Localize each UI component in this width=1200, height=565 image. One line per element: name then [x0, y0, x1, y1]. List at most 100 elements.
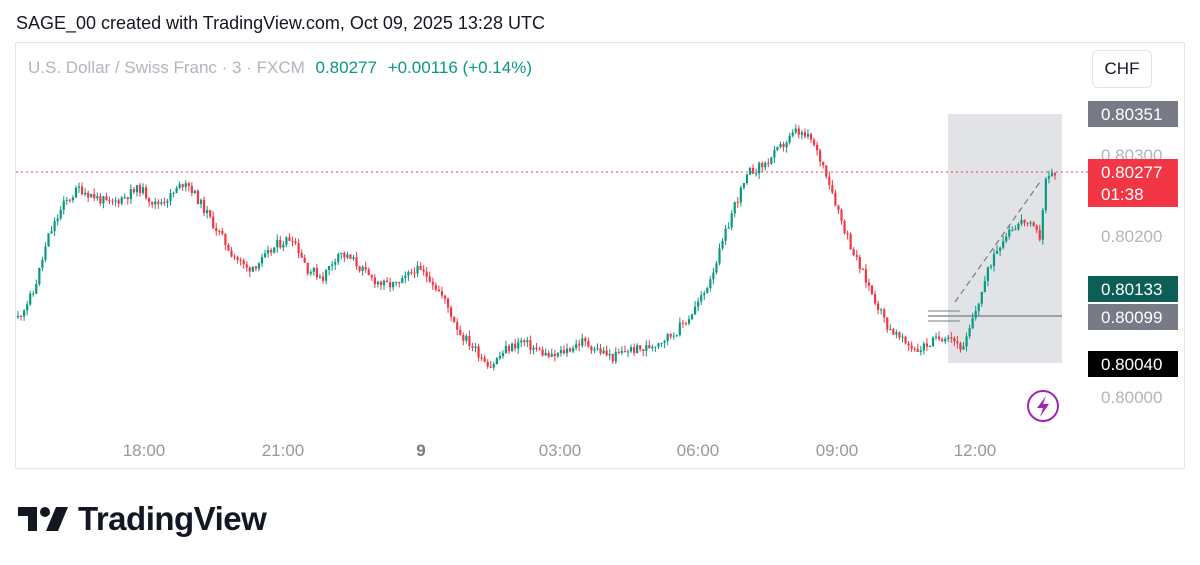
candle-body — [221, 231, 224, 234]
range-box[interactable] — [948, 114, 1062, 363]
candle-body — [373, 277, 376, 285]
chart-panel[interactable] — [15, 42, 1185, 469]
candle-body — [974, 311, 977, 318]
candle-body — [971, 317, 974, 329]
candle-body — [410, 271, 413, 273]
candle-body — [93, 193, 96, 199]
price-change: +0.00116 (+0.14%) — [387, 58, 532, 77]
candle-body — [584, 338, 587, 342]
candle-body — [324, 270, 328, 281]
candle-body — [922, 343, 925, 351]
candle-body — [352, 257, 355, 259]
candle-body — [626, 351, 630, 353]
candle-body — [471, 346, 474, 348]
green-price-label-bg — [1088, 276, 1178, 302]
candle-body — [886, 317, 889, 330]
candle-body — [96, 196, 99, 199]
candle-body — [1017, 223, 1020, 230]
candle-body — [758, 162, 761, 174]
candle-body — [849, 234, 852, 250]
candle-body — [492, 363, 495, 368]
candle-body — [532, 347, 535, 350]
candle-body — [32, 293, 35, 295]
candle-body — [358, 266, 361, 271]
candle-body — [474, 346, 477, 348]
candle-body — [596, 348, 599, 350]
candle-body — [934, 336, 938, 338]
candle-body — [65, 199, 68, 201]
candle-body — [276, 239, 279, 248]
candle-body — [422, 269, 425, 272]
candle-body — [755, 173, 758, 175]
candle-body — [565, 348, 569, 354]
candle-body — [861, 269, 864, 271]
candle-body — [837, 205, 840, 210]
candle-body — [962, 346, 965, 350]
candle-body — [297, 243, 300, 254]
candle-body — [416, 265, 419, 274]
candle-body — [504, 345, 508, 354]
candle-body — [312, 268, 315, 272]
candle-body — [819, 150, 822, 162]
candle-body — [382, 280, 386, 286]
candle-body — [809, 133, 813, 140]
candle-body — [132, 189, 135, 193]
candle-body — [928, 345, 932, 347]
candle-body — [660, 342, 663, 344]
candle-body — [785, 142, 788, 148]
chart-caption: SAGE_00 created with TradingView.com, Oc… — [16, 13, 545, 33]
candle-body — [1041, 210, 1044, 240]
candle-body — [672, 335, 675, 337]
candle-body — [425, 271, 428, 277]
candle-body — [151, 201, 154, 205]
y-tick-2: 0.80200 — [1101, 227, 1162, 246]
candle-body — [486, 361, 489, 367]
candle-body — [877, 303, 880, 310]
candle-body — [611, 353, 614, 362]
candle-body — [477, 346, 480, 358]
candle-body — [56, 218, 59, 222]
candle-body — [291, 240, 294, 242]
candle-body — [257, 263, 261, 269]
candle-body — [181, 184, 184, 188]
candle-body — [767, 162, 770, 164]
candle-body — [199, 199, 203, 204]
candle-body — [1026, 222, 1029, 224]
candle-body — [273, 247, 276, 253]
candle-body — [361, 266, 364, 271]
candle-body — [983, 281, 986, 292]
candle-body — [941, 339, 944, 342]
candle-body — [761, 162, 764, 168]
candle-body — [160, 202, 163, 204]
candle-body — [157, 201, 160, 204]
candle-body — [459, 329, 462, 336]
candle-body — [385, 280, 389, 283]
gray-price-label: 0.80099 — [1101, 308, 1162, 327]
currency-button[interactable]: CHF — [1092, 50, 1152, 88]
candle-body — [453, 316, 456, 323]
candle-body — [898, 332, 901, 338]
x-tick-5: 06:00 — [677, 441, 720, 460]
candle-body — [1032, 222, 1035, 227]
candle-body — [227, 244, 230, 251]
countdown-label: 01:38 — [1101, 185, 1144, 204]
candle-body — [944, 338, 947, 342]
candle-body — [834, 192, 837, 206]
candle-body — [300, 253, 303, 258]
x-tick-7: 12:00 — [954, 441, 997, 460]
x-tick-3: 9 — [416, 441, 425, 460]
lightning-icon[interactable] — [1027, 390, 1059, 422]
symbol-name[interactable]: U.S. Dollar / Swiss Franc · 3 · FXCM — [28, 58, 305, 77]
candle-body — [797, 128, 800, 135]
candle-body — [224, 233, 227, 245]
candle-body — [751, 167, 755, 174]
candle-body — [267, 250, 270, 254]
candle-body — [239, 259, 242, 261]
candle-body — [1029, 222, 1032, 224]
candle-body — [687, 319, 691, 324]
candle-body — [212, 216, 215, 229]
candle-body — [690, 314, 694, 320]
candle-body — [770, 157, 773, 164]
projection-line[interactable] — [954, 181, 1041, 303]
